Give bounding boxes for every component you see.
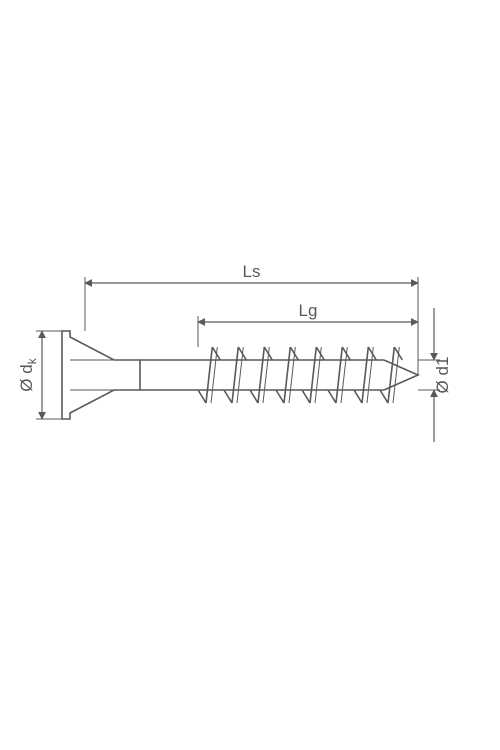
diagram-canvas: Ls Lg Ø dk Ø d1 — [0, 0, 500, 750]
dim-label-dk: Ø dk — [17, 358, 39, 391]
screw-head — [62, 331, 140, 419]
dim-label-ls: Ls — [243, 262, 261, 281]
screw-body — [62, 331, 418, 419]
dim-label-lg: Lg — [299, 301, 318, 320]
dim-label-d1: Ø d1 — [433, 357, 452, 394]
screw-dimension-svg: Ls Lg Ø dk Ø d1 — [0, 0, 500, 750]
